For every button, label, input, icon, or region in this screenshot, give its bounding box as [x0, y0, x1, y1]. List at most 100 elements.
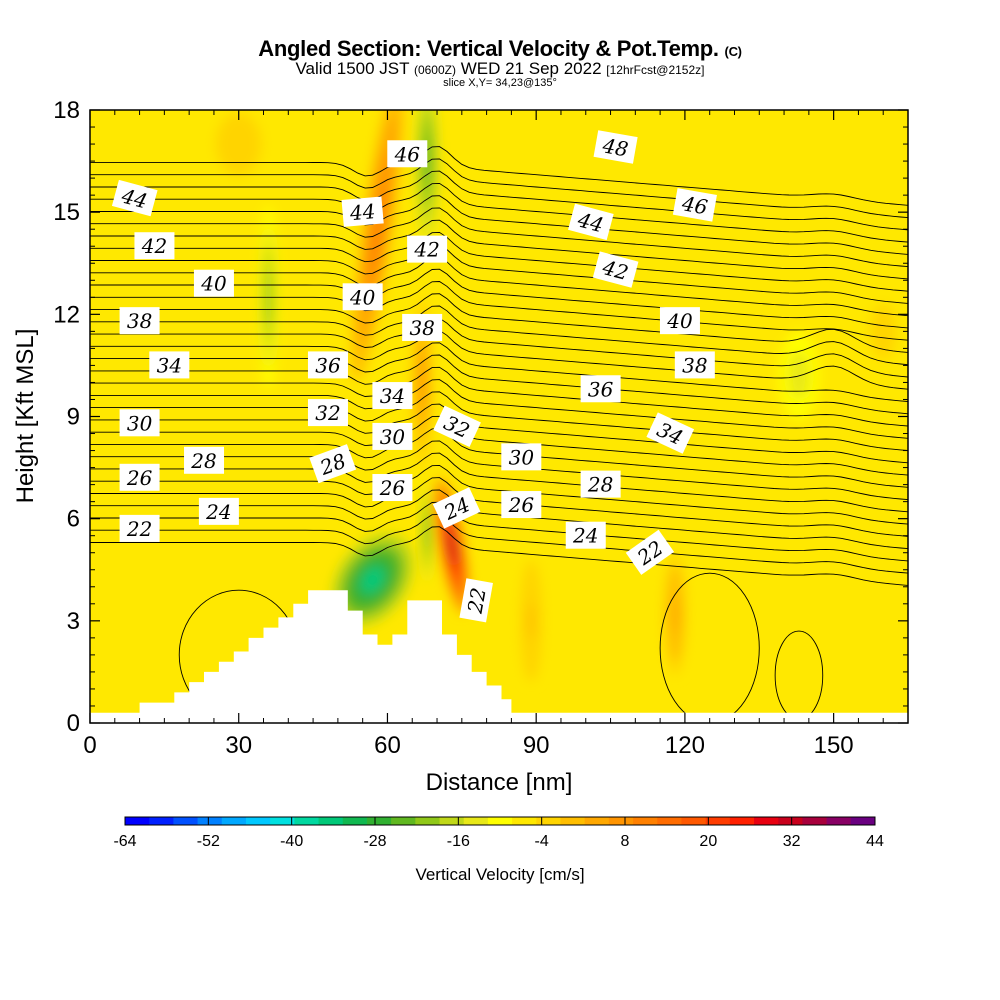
- colorbar-tick-label: -16: [447, 833, 470, 850]
- x-tick-label: 30: [225, 732, 252, 759]
- colorbar-tick-label: -40: [280, 833, 303, 850]
- contour-label-box: [565, 521, 606, 549]
- contour-label-value: 26: [508, 493, 535, 517]
- contour-label: 48: [593, 130, 638, 164]
- velocity-band: [527, 602, 535, 640]
- colorbar-swatch: [270, 817, 295, 825]
- contour-label: 42: [407, 235, 448, 263]
- contour-label: 26: [119, 463, 160, 491]
- contour-label-box: [387, 140, 428, 168]
- contour-label-value: 30: [127, 411, 153, 435]
- contour-label-box: [307, 399, 348, 427]
- contour-label-box: [592, 251, 639, 288]
- theta-contour-line: [90, 440, 908, 501]
- contour-label: 36: [580, 375, 621, 403]
- colorbar-swatch: [560, 817, 586, 825]
- colorbar-swatch: [366, 817, 392, 825]
- contour-label-box: [184, 446, 225, 474]
- contour-label-value: 42: [413, 238, 439, 262]
- colorbar-swatch: [415, 817, 441, 825]
- theta-contour-line: [90, 428, 908, 488]
- contour-label-box: [459, 578, 493, 623]
- contour-label: 22: [119, 514, 160, 542]
- contour-label-box: [111, 179, 158, 217]
- theta-contour-line: [90, 231, 908, 292]
- contour-label: 40: [342, 283, 383, 311]
- contour-label-value: 28: [190, 449, 216, 473]
- colorbar-tick-label: 44: [866, 833, 884, 850]
- theta-contour-line: [90, 281, 908, 341]
- theta-contours: [90, 146, 908, 723]
- contour-label-value: 22: [462, 586, 490, 616]
- contour-label-box: [501, 443, 542, 471]
- theta-contour-line: [90, 354, 908, 415]
- contour-label: 44: [568, 203, 614, 241]
- colorbar-tick-label: -64: [113, 833, 136, 850]
- theta-contour-line: [90, 244, 908, 304]
- velocity-band: [425, 516, 429, 548]
- contour-label-value: 30: [509, 445, 535, 469]
- colorbar-tick-label: 32: [783, 833, 801, 850]
- x-tick-label: 60: [374, 732, 401, 759]
- velocity-band: [229, 131, 248, 157]
- colorbar-swatch: [705, 817, 731, 825]
- contour-label-box: [593, 130, 638, 164]
- contour-label-box: [672, 188, 717, 222]
- contour-label-value: 44: [348, 199, 376, 225]
- theta-contour-line: [90, 158, 908, 219]
- contour-label-box: [674, 351, 715, 379]
- contour-label: 46: [387, 140, 428, 168]
- contour-label-box: [659, 307, 700, 335]
- colorbar-swatch: [633, 817, 658, 825]
- contour-label-value: 46: [394, 142, 421, 166]
- contour-label-value: 38: [682, 353, 707, 377]
- contour-label-box: [646, 412, 695, 454]
- theta-contour-line: [90, 170, 908, 231]
- contour-label-value: 40: [349, 285, 376, 309]
- colorbar-swatch: [197, 817, 223, 825]
- contour-label-box: [342, 283, 383, 311]
- contour-label: 28: [580, 470, 621, 498]
- theta-contour-line: [90, 477, 908, 537]
- contour-label-box: [501, 491, 542, 519]
- theta-contour-line: [90, 452, 908, 513]
- colorbar-swatch: [391, 817, 416, 825]
- colorbar-title: Vertical Velocity [cm/s]: [415, 865, 584, 884]
- contour-label-value: 40: [200, 272, 227, 296]
- slice-info: slice X,Y= 34,23@135°: [443, 77, 557, 89]
- contour-label-box: [119, 463, 160, 491]
- contour-label-box: [372, 474, 413, 502]
- colorbar-swatch: [608, 817, 634, 825]
- velocity-feature: [520, 559, 543, 683]
- theta-contour-line: [90, 330, 908, 390]
- contour-label-box: [149, 351, 190, 379]
- colorbar-swatch: [342, 817, 368, 825]
- velocity-feature: [858, 280, 908, 383]
- contour-label: 34: [149, 351, 190, 379]
- contour-label: 22: [459, 578, 493, 623]
- colorbar-tick-label: 20: [699, 833, 717, 850]
- contour-label-box: [433, 405, 481, 447]
- contour-label-value: 24: [205, 500, 231, 524]
- x-tick-label: 0: [83, 732, 96, 759]
- contour-label: 30: [501, 443, 542, 471]
- contour-labels: 4442403834302826242236322826303440384244…: [111, 130, 717, 623]
- velocity-band: [671, 595, 679, 633]
- contour-label-box: [407, 235, 448, 263]
- contour-label: 28: [184, 446, 225, 474]
- contour-label: 40: [193, 269, 234, 297]
- contour-label-box: [119, 307, 160, 335]
- theta-contour-line: [90, 526, 908, 586]
- colorbar-swatch: [245, 817, 271, 825]
- colorbar-swatch: [173, 817, 199, 825]
- theta-contour-line: [90, 379, 908, 439]
- theta-contour-line: [90, 305, 908, 366]
- theta-contour-line: [90, 366, 908, 427]
- colorbar-swatch: [512, 817, 537, 825]
- colorbar-swatch: [657, 817, 682, 825]
- y-tick-label: 18: [53, 97, 80, 124]
- contour-label: 38: [674, 351, 715, 379]
- colorbar-swatch: [536, 817, 561, 825]
